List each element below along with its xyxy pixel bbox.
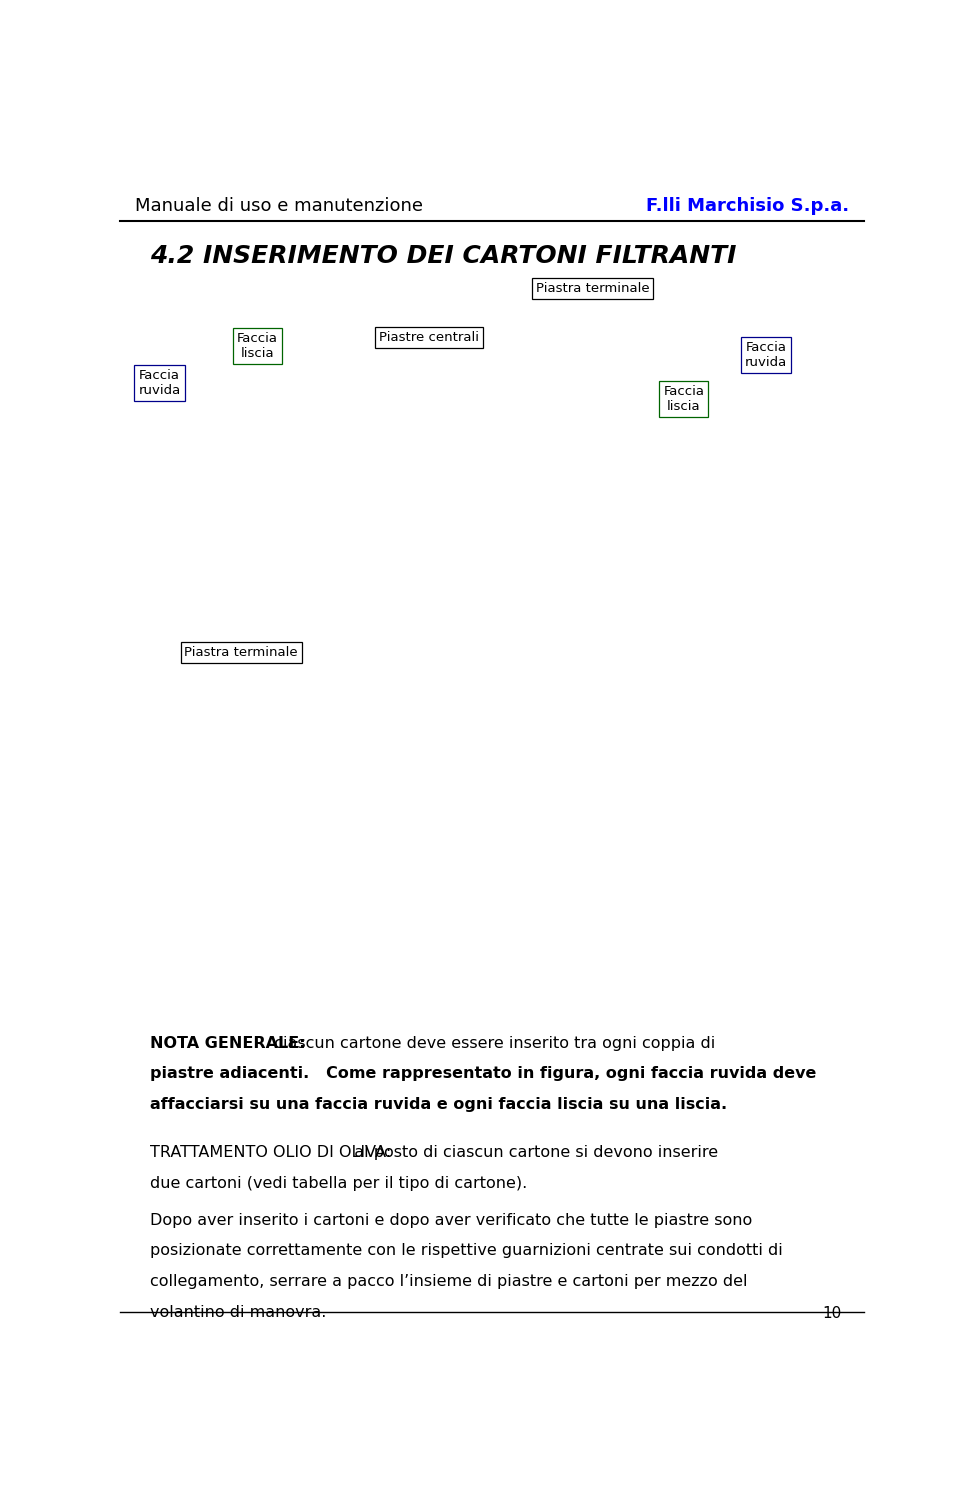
Text: Piastra terminale: Piastra terminale: [536, 282, 649, 296]
Text: 10: 10: [823, 1306, 842, 1321]
Text: Piastra terminale: Piastra terminale: [184, 645, 299, 659]
Text: Faccia
ruvida: Faccia ruvida: [745, 341, 787, 369]
Text: Manuale di uso e manutenzione: Manuale di uso e manutenzione: [134, 198, 422, 216]
Text: affacciarsi su una faccia ruvida e ogni faccia liscia su una liscia.: affacciarsi su una faccia ruvida e ogni …: [150, 1098, 727, 1111]
Text: TRATTAMENTO OLIO DI OLIVA:: TRATTAMENTO OLIO DI OLIVA:: [150, 1145, 391, 1160]
Text: posizionate correttamente con le rispettive guarnizioni centrate sui condotti di: posizionate correttamente con le rispett…: [150, 1243, 782, 1258]
Text: 4.2 INSERIMENTO DEI CARTONI FILTRANTI: 4.2 INSERIMENTO DEI CARTONI FILTRANTI: [150, 244, 736, 267]
Text: Faccia
liscia: Faccia liscia: [663, 385, 705, 413]
Text: due cartoni (vedi tabella per il tipo di cartone).: due cartoni (vedi tabella per il tipo di…: [150, 1176, 527, 1191]
Text: F.lli Marchisio S.p.a.: F.lli Marchisio S.p.a.: [646, 198, 849, 216]
Text: al posto di ciascun cartone si devono inserire: al posto di ciascun cartone si devono in…: [344, 1145, 718, 1160]
Text: Piastre centrali: Piastre centrali: [379, 332, 479, 344]
Text: ciascun cartone deve essere inserito tra ogni coppia di: ciascun cartone deve essere inserito tra…: [264, 1036, 715, 1051]
Text: collegamento, serrare a pacco l’insieme di piastre e cartoni per mezzo del: collegamento, serrare a pacco l’insieme …: [150, 1274, 747, 1289]
Text: Dopo aver inserito i cartoni e dopo aver verificato che tutte le piastre sono: Dopo aver inserito i cartoni e dopo aver…: [150, 1212, 752, 1228]
Text: Faccia
liscia: Faccia liscia: [237, 332, 278, 360]
Text: NOTA GENERALE:: NOTA GENERALE:: [150, 1036, 305, 1051]
Text: piastre adiacenti.   Come rappresentato in figura, ogni faccia ruvida deve: piastre adiacenti. Come rappresentato in…: [150, 1066, 816, 1081]
Text: Faccia
ruvida: Faccia ruvida: [138, 369, 180, 397]
Text: volantino di manovra.: volantino di manovra.: [150, 1304, 326, 1320]
